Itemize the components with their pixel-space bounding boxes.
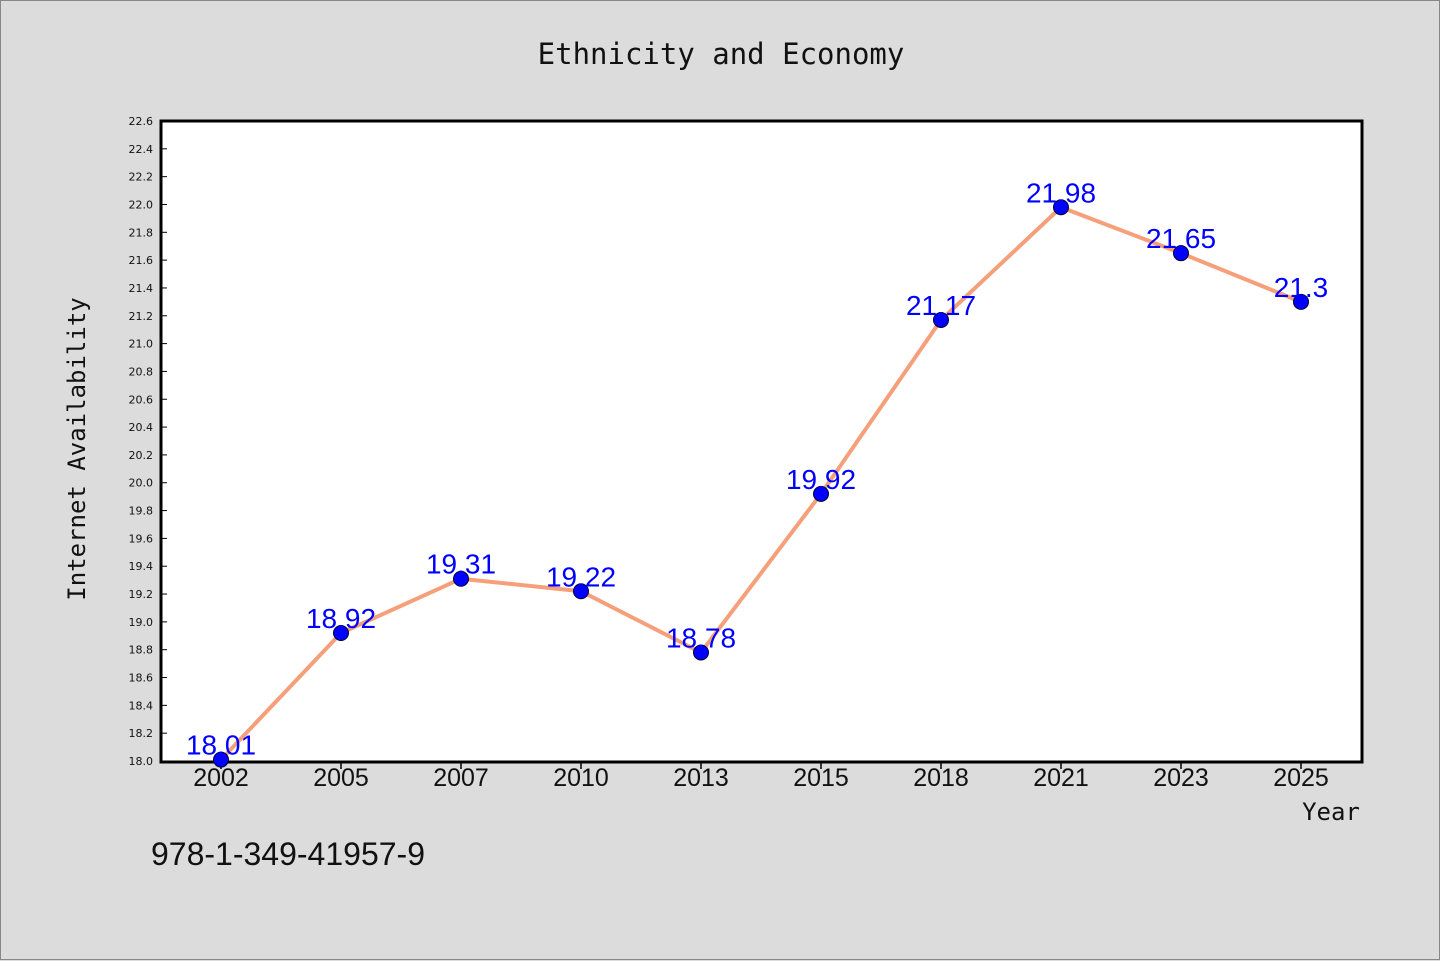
y-tick-label: 18.2 [129,727,154,740]
data-point [333,625,349,641]
y-tick-label: 18.0 [129,755,154,768]
data-point [213,751,229,768]
data-label: 19.22 [546,561,616,592]
x-tick-label: 2025 [1273,764,1329,792]
y-tick-label: 18.8 [129,644,154,657]
data-label: 19.92 [786,464,856,495]
y-tick-label: 21.4 [129,282,154,295]
data-point [813,485,829,502]
isbn-text: 978-1-349-41957-9 [151,836,425,872]
data-point [693,644,709,661]
x-tick-label: 2021 [1033,764,1089,792]
data-point [933,311,949,328]
y-tick-label: 21.6 [129,254,154,267]
data-label: 21.98 [1026,177,1096,208]
y-tick-label: 19.0 [129,616,154,629]
series-line [219,205,1302,761]
data-labels: 18.01 18.92 19.31 19.22 18.78 19.92 21.17 21.98… [186,177,1328,760]
y-tick-label: 21.2 [129,310,154,323]
y-tick-label: 20.6 [129,393,154,406]
x-axis-label: Year [1302,798,1360,826]
x-tick-label: 2005 [313,764,369,792]
data-point [453,570,469,587]
x-axis: 2002 2005 2007 2010 2013 2015 2018 2021 2023 2025 [193,761,1329,792]
y-tick-label: 22.0 [129,198,154,211]
x-tick-label: 2010 [553,764,609,792]
y-tick-label: 18.6 [129,672,154,685]
y-tick-label: 19.8 [129,505,154,518]
data-point [1173,245,1189,262]
data-label: 18.01 [186,730,256,761]
data-label: 19.31 [426,549,496,580]
data-label: 21.65 [1146,223,1216,254]
x-tick-label: 2013 [673,764,729,792]
y-tick-label: 21.0 [129,338,154,351]
y-axis-label: Internet Availability [63,297,91,600]
chart-title: Ethnicity and Economy [538,37,905,71]
data-markers [213,199,1309,768]
y-tick-label: 21.8 [129,226,154,239]
data-label: 18.92 [306,603,376,634]
x-tick-label: 2007 [433,764,489,792]
plot-area [159,119,1364,764]
data-label: 18.78 [666,622,736,653]
y-tick-label: 19.6 [129,532,154,545]
y-tick-label: 22.2 [129,171,154,184]
y-tick-label: 20.2 [129,449,154,462]
y-tick-label: 20.4 [129,421,154,434]
data-point [1053,199,1069,216]
y-tick-label: 19.4 [129,560,154,573]
y-tick-label: 18.4 [129,699,154,712]
x-tick-label: 2015 [793,764,849,792]
x-tick-label: 2002 [193,764,249,792]
y-axis: 18.0 18.2 18.4 18.6 18.8 19.0 19.2 19.4 19.6 19.8… [129,115,167,768]
data-label: 21.17 [906,290,976,321]
y-tick-label: 22.6 [129,115,154,128]
data-point [573,583,589,600]
y-tick-label: 22.4 [129,143,154,156]
x-tick-label: 2023 [1153,764,1209,792]
y-tick-label: 20.8 [129,365,154,378]
x-tick-label: 2018 [913,764,969,792]
y-tick-label: 20.0 [129,477,154,490]
data-point [1293,293,1309,310]
data-label: 21.3 [1274,272,1329,303]
y-tick-label: 19.2 [129,588,154,601]
